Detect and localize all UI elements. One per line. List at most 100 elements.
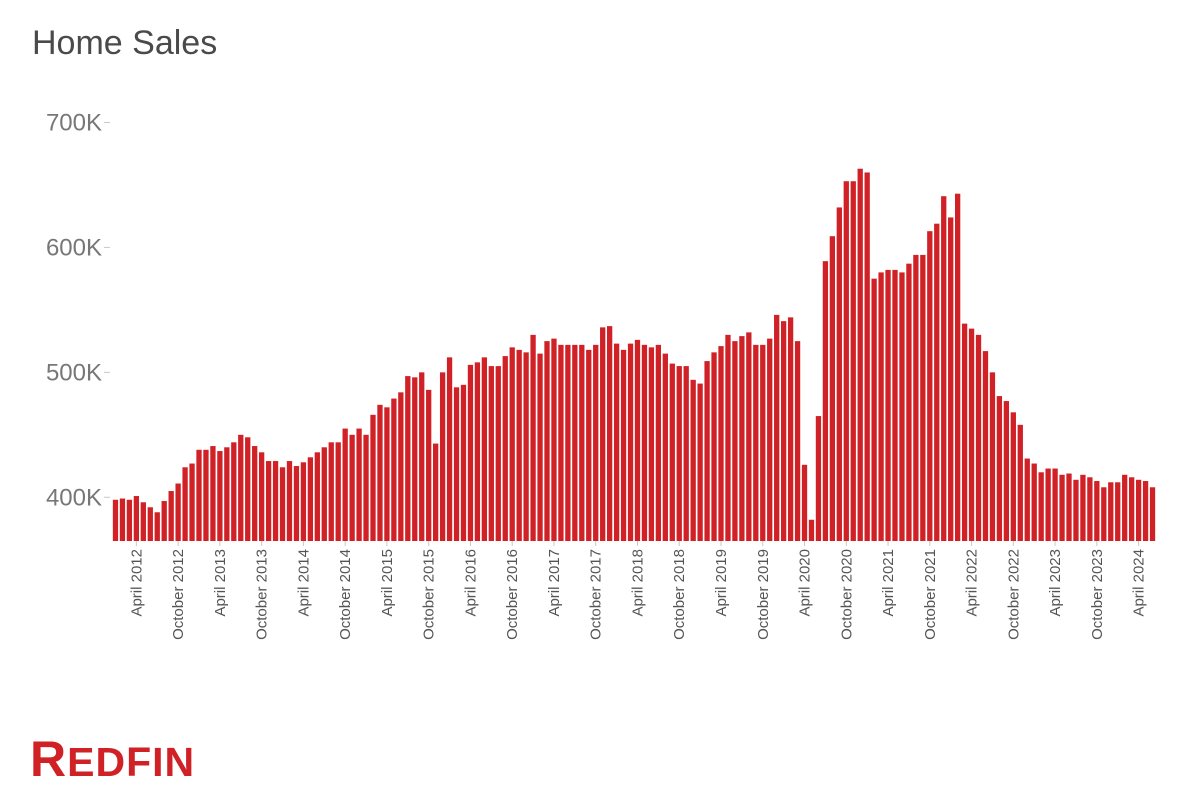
x-tick-label: October 2018 — [671, 549, 688, 640]
bar — [453, 387, 460, 541]
x-tick-label: April 2012 — [128, 549, 145, 617]
x-tick-label: April 2024 — [1131, 549, 1148, 617]
y-axis: 400K 500K 600K 700K — [46, 109, 110, 511]
bar — [286, 461, 293, 541]
bar — [781, 321, 787, 541]
x-tick-label: April 2014 — [295, 549, 312, 617]
bar — [975, 334, 982, 541]
redfin-logo: REDFIN — [30, 731, 194, 787]
bar — [1024, 458, 1030, 541]
x-tick-label: April 2019 — [713, 549, 730, 617]
bar — [398, 392, 404, 541]
bar — [753, 344, 759, 541]
bar — [293, 466, 300, 541]
bar — [920, 254, 926, 542]
bar — [760, 344, 766, 541]
bar — [955, 193, 961, 541]
bar — [1073, 479, 1079, 541]
x-tick-label: April 2016 — [462, 549, 479, 617]
bar — [989, 372, 996, 541]
bar — [690, 379, 696, 541]
bar — [439, 372, 446, 541]
bar — [481, 357, 488, 541]
bar — [224, 447, 230, 541]
bar — [412, 377, 418, 541]
y-tick-label: 400K — [46, 484, 102, 511]
bar — [265, 461, 272, 541]
x-axis: April 2012 October 2012 April 2013 October … — [128, 541, 1148, 640]
bar — [210, 446, 216, 541]
x-tick-label: October 2022 — [1005, 549, 1022, 640]
y-tick-label: 500K — [46, 359, 102, 386]
x-tick-label: October 2023 — [1089, 549, 1106, 640]
bar — [1087, 477, 1093, 541]
bar — [1059, 474, 1065, 541]
bar — [725, 334, 731, 541]
bar — [1149, 487, 1156, 541]
x-tick-label: April 2013 — [212, 549, 229, 617]
y-tick-label: 600K — [46, 234, 102, 261]
x-tick-label: April 2020 — [797, 549, 814, 617]
chart-title: Home Sales — [32, 24, 218, 62]
bar — [683, 366, 689, 541]
bar — [245, 437, 251, 541]
bar — [1129, 477, 1135, 541]
bar — [982, 351, 989, 541]
bar — [1003, 401, 1010, 541]
bar — [488, 366, 494, 541]
bar — [641, 344, 648, 541]
bar — [147, 507, 153, 541]
bar — [523, 352, 529, 541]
bar — [579, 344, 585, 541]
bar — [1045, 468, 1051, 541]
bar — [502, 356, 508, 541]
x-tick-label: October 2019 — [755, 549, 772, 640]
bar — [572, 344, 578, 541]
bar — [620, 349, 627, 541]
bars — [112, 168, 1156, 542]
bar — [892, 269, 898, 541]
bar — [370, 414, 376, 541]
bar — [300, 462, 307, 541]
bar — [1115, 482, 1121, 541]
x-tick-label: April 2021 — [880, 549, 897, 617]
bar — [175, 483, 181, 541]
bar — [238, 434, 244, 541]
bar — [843, 181, 849, 541]
bar — [433, 443, 439, 541]
bar — [203, 449, 209, 541]
bar — [829, 236, 836, 541]
bar — [189, 463, 195, 541]
bar — [363, 434, 369, 541]
bar — [474, 362, 481, 541]
bar — [530, 334, 536, 541]
bar — [259, 452, 265, 541]
bar — [182, 467, 188, 541]
x-tick-label: October 2016 — [504, 549, 521, 640]
bar — [794, 341, 801, 541]
bar — [822, 261, 829, 541]
bar — [746, 332, 752, 541]
bar — [112, 499, 119, 541]
bar — [1101, 487, 1107, 541]
bar — [878, 272, 884, 541]
bar — [864, 172, 870, 541]
bar — [871, 278, 877, 541]
bar — [732, 341, 738, 541]
bar — [495, 366, 501, 541]
bar — [551, 338, 557, 541]
bar — [850, 181, 856, 541]
x-tick-label: October 2014 — [337, 549, 354, 640]
bar — [377, 404, 383, 541]
bar — [544, 341, 550, 541]
bar — [1142, 481, 1149, 541]
bar — [899, 272, 905, 541]
bar — [739, 336, 745, 541]
bar — [252, 446, 258, 541]
bar — [613, 343, 620, 541]
bar — [1108, 482, 1114, 541]
bar — [662, 353, 668, 541]
bar — [593, 344, 599, 541]
bar — [335, 442, 341, 541]
bar — [1122, 474, 1128, 541]
